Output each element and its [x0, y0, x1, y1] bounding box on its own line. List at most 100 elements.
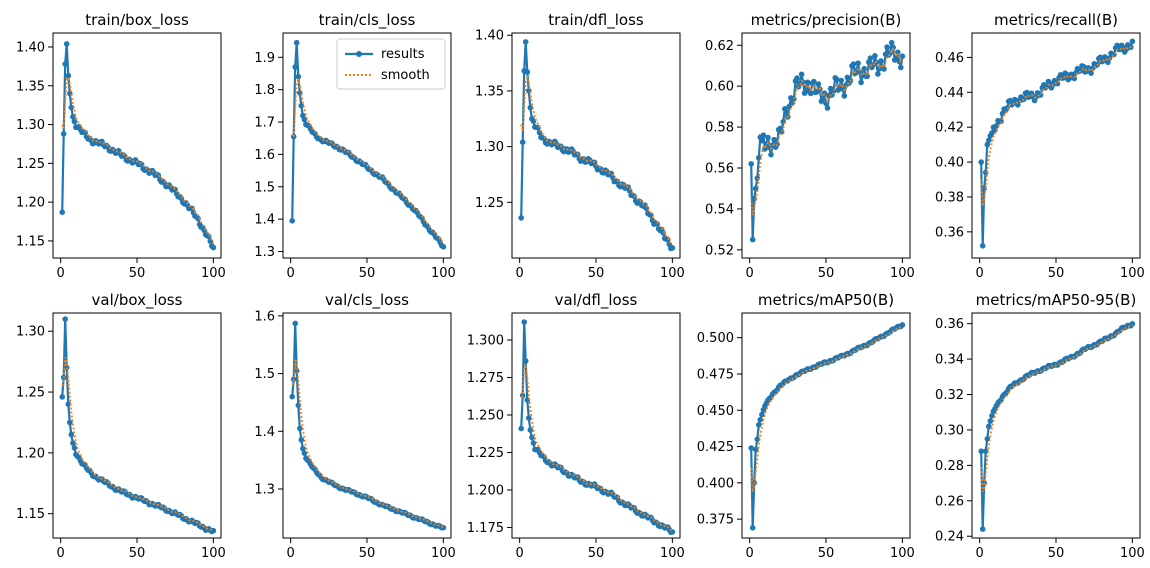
- panel-5-ytick-label-1: 0.36: [935, 225, 964, 240]
- panel-5-point-73: [1088, 70, 1094, 76]
- legend-box: [336, 38, 446, 90]
- panel-5-point-31: [1024, 89, 1030, 96]
- panel-10-axes-frame: [971, 312, 1141, 539]
- panel-10-point-6: [986, 423, 992, 430]
- panel-2-plot-area: [289, 39, 447, 250]
- panel-8-ytick-label-1: 1.175: [467, 521, 504, 536]
- panel-4-xtick-label-2: 50: [818, 266, 835, 281]
- panel-4-point-42: [811, 78, 817, 85]
- panel-9-point-1: [748, 445, 754, 451]
- panel-10-ytick-label-1: 0.24: [935, 530, 964, 545]
- panel-4-point-1: [748, 161, 754, 167]
- panel-5-point-100: [1129, 38, 1136, 45]
- legend-results-label: results: [381, 47, 425, 62]
- panel-8-point-8: [529, 434, 535, 441]
- panel-10-xtick-label-3: 100: [1120, 546, 1145, 561]
- panel-8-xtick-label-2: 50: [588, 546, 605, 561]
- panel-4-point-38: [804, 79, 811, 86]
- panel-4-xtick-label-1: 0: [745, 266, 753, 281]
- legend-results-marker: [356, 51, 362, 57]
- panel-8-point-4: [522, 358, 529, 364]
- panel-6-point-9: [71, 445, 78, 451]
- panel-1-point-1: [59, 209, 65, 215]
- panel-4-point-62: [841, 93, 848, 99]
- panel-8-point-6: [526, 415, 532, 421]
- panel-10-point-4: [982, 448, 989, 455]
- panel-3-point-1: [518, 215, 524, 221]
- panel-1-ytick-label-3: 1.25: [16, 157, 45, 172]
- panel-10-ytick-label-6: 0.34: [935, 353, 964, 368]
- panel-7-point-5: [295, 402, 302, 409]
- panel-9: metrics/mAP50(B) 0 50 100 0.375 0.400 0.425 0.4…: [697, 291, 915, 561]
- panel-10-results-line: [980, 323, 1134, 530]
- panel-6-point-1: [59, 394, 65, 400]
- panel-6-ytick-label-3: 1.25: [16, 386, 45, 401]
- panel-5-xtick-label-3: 100: [1120, 266, 1145, 281]
- panel-6-axes-frame: [52, 312, 222, 539]
- panel-3: train/dfl_loss 0 50 100 1.25 1.30 1.35 1.40: [475, 11, 685, 281]
- panel-1-xtick-label-2: 50: [129, 266, 146, 281]
- panel-6-point-5: [65, 401, 72, 408]
- panel-7-xtick-label-3: 100: [431, 546, 456, 561]
- panel-7-xtick-label-2: 50: [359, 546, 376, 561]
- panel-4-point-93: [888, 39, 895, 46]
- panel-5-xtick-label-1: 0: [975, 266, 983, 281]
- panel-4-point-82: [872, 53, 878, 59]
- panel-7-ytick-label-2: 1.4: [254, 425, 275, 440]
- panel-7-ytick-label-1: 1.3: [254, 482, 275, 497]
- panel-7-point-3: [292, 320, 299, 327]
- panel-4-point-21: [778, 128, 785, 135]
- panel-10-plot-area: [978, 321, 1136, 532]
- panel-9-results-line: [750, 324, 904, 528]
- panel-9-point-8: [759, 411, 765, 418]
- panel-4-point-8: [759, 137, 765, 144]
- panel-4-point-45: [815, 81, 822, 87]
- panel-1-ytick-label-5: 1.35: [16, 79, 45, 94]
- panel-4-point-9: [760, 132, 767, 138]
- panel-4-ytick-label-4: 0.58: [705, 121, 734, 136]
- panel-4-point-88: [881, 66, 887, 72]
- panel-4-point-71: [855, 60, 861, 66]
- panel-6-point-6: [67, 419, 73, 426]
- panel-6-xtick-label-3: 100: [201, 546, 226, 561]
- panel-3-smooth-line: [520, 74, 674, 246]
- panel-10-ytick-label-3: 0.28: [935, 459, 964, 474]
- panel-6-ytick-label-2: 1.20: [16, 446, 45, 461]
- panel-2-point-1: [289, 218, 296, 224]
- panel-10: metrics/mAP50-95(B) 0 50 100 0.24 0.26 0.28 0.3…: [935, 291, 1145, 561]
- panel-1-point-90: [195, 215, 201, 222]
- panel-10-title: metrics/mAP50-95(B): [976, 291, 1137, 309]
- panel-3-plot-area: [518, 39, 676, 252]
- panel-6-point-8: [70, 440, 76, 446]
- panel-1-point-5: [65, 72, 72, 79]
- panel-2-ytick-label-1: 1.3: [254, 245, 275, 260]
- panel-4-ytick-label-2: 0.54: [705, 202, 734, 217]
- panel-4-point-68: [850, 61, 857, 67]
- panel-4-point-75: [861, 65, 867, 72]
- panel-2-xtick-label-3: 100: [431, 266, 456, 281]
- panel-1-point-3: [62, 61, 68, 67]
- panel-8-title: val/dfl_loss: [555, 291, 638, 310]
- panel-6-xtick-label-1: 0: [56, 546, 64, 561]
- panel-9-axes-frame: [741, 312, 911, 539]
- panel-4-plot-area: [748, 39, 906, 243]
- panel-2-ytick-label-2: 1.4: [254, 213, 275, 228]
- panel-2-ytick-label-7: 1.9: [254, 51, 275, 66]
- panel-5-point-2: [979, 243, 986, 249]
- panel-4-point-84: [875, 71, 881, 77]
- panel-3-point-4: [522, 39, 529, 45]
- panel-1-smooth-line: [61, 76, 215, 244]
- panel-6-ytick-label-4: 1.30: [16, 325, 45, 340]
- panel-9-ytick-label-4: 0.450: [697, 404, 734, 419]
- panel-1-ytick-label-1: 1.15: [16, 234, 45, 249]
- panel-6-point-7: [68, 431, 75, 438]
- panel-2-point-4: [293, 39, 300, 46]
- panel-3-ytick-label-4: 1.40: [475, 29, 504, 44]
- panel-3-title: train/dfl_loss: [548, 11, 644, 30]
- panel-2-ytick-label-5: 1.7: [254, 116, 275, 131]
- panel-6-smooth-line: [61, 356, 214, 532]
- panel-8-ytick-label-4: 1.250: [467, 409, 504, 424]
- panel-5-point-14: [998, 118, 1004, 125]
- panel-4-ytick-label-1: 0.52: [705, 243, 734, 258]
- panel-4-point-14: [768, 151, 774, 158]
